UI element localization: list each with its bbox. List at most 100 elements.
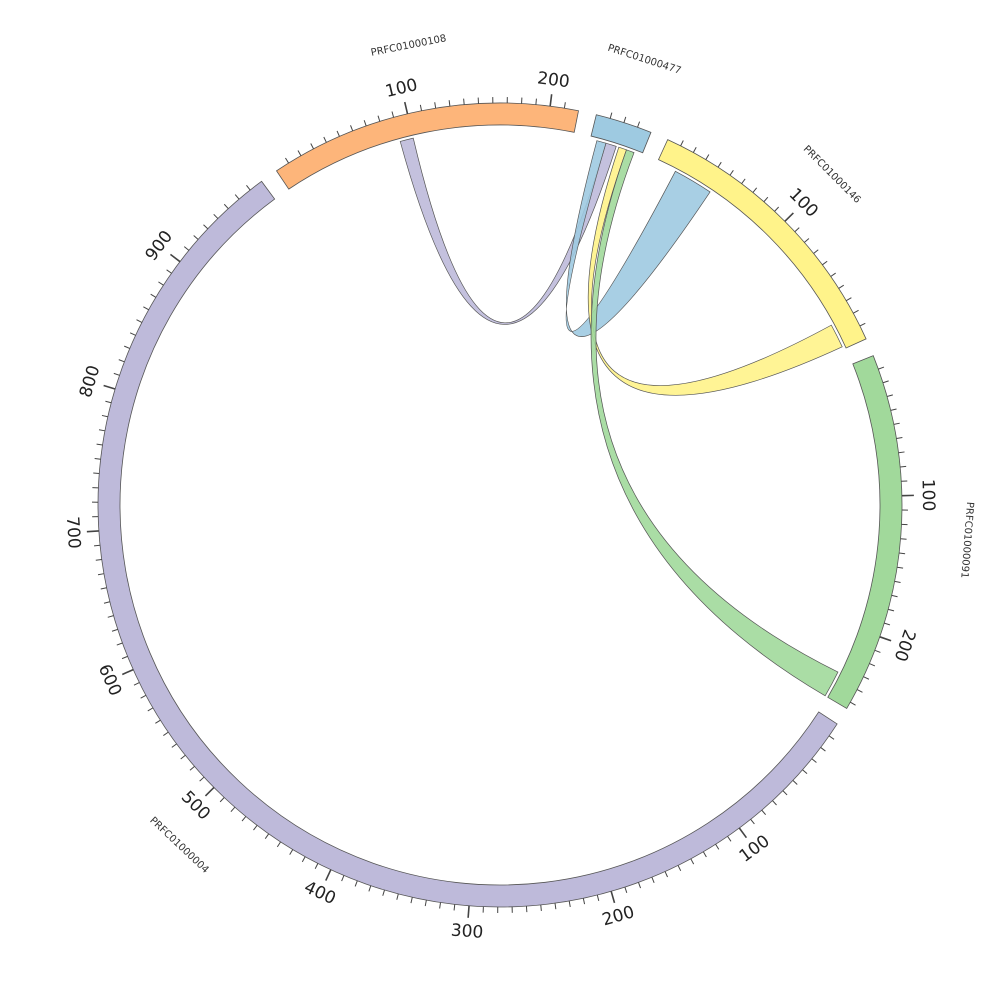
major-tick-PRFC01000004-700 bbox=[87, 531, 99, 532]
tick-label-PRFC01000004-100: 100 bbox=[736, 831, 774, 866]
minor-tick-PRFC01000004-670 bbox=[98, 574, 104, 575]
minor-tick-PRFC01000004-80 bbox=[762, 810, 766, 815]
minor-tick-PRFC01000091-180 bbox=[888, 609, 894, 611]
minor-tick-PRFC01000004-330 bbox=[425, 900, 426, 906]
link-PRFC01000091-to-PRFC01000477 bbox=[591, 150, 838, 696]
minor-tick-PRFC01000108-40 bbox=[324, 137, 327, 142]
major-tick-PRFC01000004-100 bbox=[739, 828, 746, 838]
minor-tick-PRFC01000004-40 bbox=[803, 770, 808, 774]
minor-tick-PRFC01000091-250 bbox=[850, 702, 855, 705]
minor-tick-PRFC01000004-420 bbox=[302, 857, 305, 862]
minor-tick-PRFC01000004-880 bbox=[158, 282, 163, 285]
minor-tick-PRFC01000108-130 bbox=[449, 100, 450, 106]
major-tick-PRFC01000004-600 bbox=[122, 670, 133, 675]
minor-tick-PRFC01000004-210 bbox=[597, 895, 598, 901]
minor-tick-PRFC01000146-110 bbox=[795, 228, 799, 232]
segments-layer bbox=[98, 103, 902, 907]
minor-tick-PRFC01000108-50 bbox=[337, 131, 339, 137]
minor-tick-PRFC01000146-80 bbox=[764, 197, 768, 202]
tick-label-PRFC01000108-100: 100 bbox=[383, 75, 419, 102]
minor-tick-PRFC01000108-30 bbox=[311, 144, 314, 149]
minor-tick-PRFC01000146-140 bbox=[822, 261, 827, 265]
minor-tick-PRFC01000091-130 bbox=[901, 539, 907, 540]
ticks-layer bbox=[87, 94, 914, 918]
minor-tick-PRFC01000004-870 bbox=[151, 294, 156, 297]
minor-tick-PRFC01000004-950 bbox=[224, 204, 228, 208]
minor-tick-PRFC01000004-890 bbox=[167, 270, 172, 273]
minor-tick-PRFC01000146-130 bbox=[814, 250, 819, 254]
tick-label-PRFC01000004-800: 800 bbox=[76, 363, 105, 400]
minor-tick-PRFC01000004-610 bbox=[122, 656, 128, 658]
minor-tick-PRFC01000091-140 bbox=[899, 553, 905, 554]
minor-tick-PRFC01000091-70 bbox=[899, 452, 905, 453]
minor-tick-PRFC01000091-10 bbox=[878, 367, 884, 369]
minor-tick-PRFC01000091-220 bbox=[869, 664, 875, 666]
minor-tick-PRFC01000004-220 bbox=[583, 898, 584, 904]
minor-tick-PRFC01000146-60 bbox=[742, 179, 746, 184]
minor-tick-PRFC01000146-30 bbox=[706, 155, 709, 160]
minor-tick-PRFC01000004-830 bbox=[124, 346, 130, 348]
minor-tick-PRFC01000004-780 bbox=[102, 415, 108, 416]
minor-tick-PRFC01000108-60 bbox=[351, 125, 353, 131]
minor-tick-PRFC01000108-210 bbox=[564, 102, 565, 108]
segment-PRFC01000108 bbox=[277, 103, 579, 189]
minor-tick-PRFC01000004-760 bbox=[97, 444, 103, 445]
minor-tick-PRFC01000108-20 bbox=[298, 151, 301, 156]
minor-tick-PRFC01000108-120 bbox=[435, 102, 436, 108]
minor-tick-PRFC01000004-130 bbox=[703, 852, 706, 857]
minor-tick-PRFC01000146-160 bbox=[839, 285, 844, 288]
tick-label-PRFC01000004-900: 900 bbox=[142, 227, 178, 265]
minor-tick-PRFC01000004-650 bbox=[104, 602, 110, 603]
minor-tick-PRFC01000004-320 bbox=[440, 903, 441, 909]
minor-tick-PRFC01000004-70 bbox=[772, 801, 776, 805]
minor-tick-PRFC01000004-910 bbox=[184, 247, 189, 251]
minor-tick-PRFC01000004-340 bbox=[411, 897, 412, 903]
link-PRFC01000108-to-PRFC01000477 bbox=[400, 138, 616, 324]
segment-label-PRFC01000091: PRFC01000091 bbox=[958, 501, 975, 578]
minor-tick-PRFC01000004-590 bbox=[134, 683, 139, 686]
minor-tick-PRFC01000004-850 bbox=[137, 320, 142, 323]
minor-tick-PRFC01000091-230 bbox=[863, 677, 868, 680]
minor-tick-PRFC01000004-490 bbox=[220, 798, 224, 802]
minor-tick-PRFC01000004-230 bbox=[569, 901, 570, 907]
minor-tick-PRFC01000004-120 bbox=[716, 844, 719, 849]
tick-label-PRFC01000004-300: 300 bbox=[450, 921, 484, 943]
minor-tick-PRFC01000004-110 bbox=[728, 836, 731, 841]
minor-tick-PRFC01000004-180 bbox=[638, 882, 640, 888]
minor-tick-PRFC01000004-940 bbox=[214, 214, 218, 218]
minor-tick-PRFC01000108-140 bbox=[464, 99, 465, 105]
minor-tick-PRFC01000004-380 bbox=[355, 881, 357, 887]
minor-tick-PRFC01000108-110 bbox=[420, 105, 421, 111]
minor-tick-PRFC01000004-60 bbox=[783, 791, 787, 795]
minor-tick-PRFC01000004-430 bbox=[290, 849, 293, 854]
minor-tick-PRFC01000477-30 bbox=[638, 122, 640, 128]
minor-tick-PRFC01000004-460 bbox=[253, 825, 257, 830]
minor-tick-PRFC01000004-860 bbox=[143, 307, 148, 310]
minor-tick-PRFC01000004-790 bbox=[105, 401, 111, 403]
minor-tick-PRFC01000477-10 bbox=[610, 113, 612, 119]
tick-label-PRFC01000091-100: 100 bbox=[918, 479, 939, 512]
minor-tick-PRFC01000091-150 bbox=[897, 567, 903, 568]
minor-tick-PRFC01000004-480 bbox=[231, 807, 235, 812]
minor-tick-PRFC01000004-190 bbox=[625, 887, 627, 893]
minor-tick-PRFC01000004-750 bbox=[95, 459, 101, 460]
minor-tick-PRFC01000004-630 bbox=[112, 629, 118, 631]
minor-tick-PRFC01000004-20 bbox=[821, 747, 826, 751]
minor-tick-PRFC01000004-660 bbox=[101, 588, 107, 589]
minor-tick-PRFC01000146-150 bbox=[831, 273, 836, 276]
minor-tick-PRFC01000004-90 bbox=[751, 819, 755, 824]
minor-tick-PRFC01000004-150 bbox=[678, 865, 681, 870]
minor-tick-PRFC01000091-210 bbox=[875, 650, 881, 652]
minor-tick-PRFC01000091-190 bbox=[884, 623, 890, 625]
minor-tick-PRFC01000146-20 bbox=[693, 147, 696, 152]
minor-tick-PRFC01000146-180 bbox=[853, 310, 858, 313]
tick-label-PRFC01000091-200: 200 bbox=[890, 627, 920, 664]
minor-tick-PRFC01000108-80 bbox=[378, 116, 380, 122]
minor-tick-PRFC01000146-40 bbox=[718, 162, 721, 167]
minor-tick-PRFC01000004-160 bbox=[665, 872, 667, 877]
minor-tick-PRFC01000477-20 bbox=[624, 117, 626, 123]
labels-layer: 100200300400500600700800900PRFC010000041… bbox=[62, 33, 975, 943]
major-tick-PRFC01000091-200 bbox=[880, 637, 891, 641]
major-tick-PRFC01000004-900 bbox=[170, 254, 180, 261]
